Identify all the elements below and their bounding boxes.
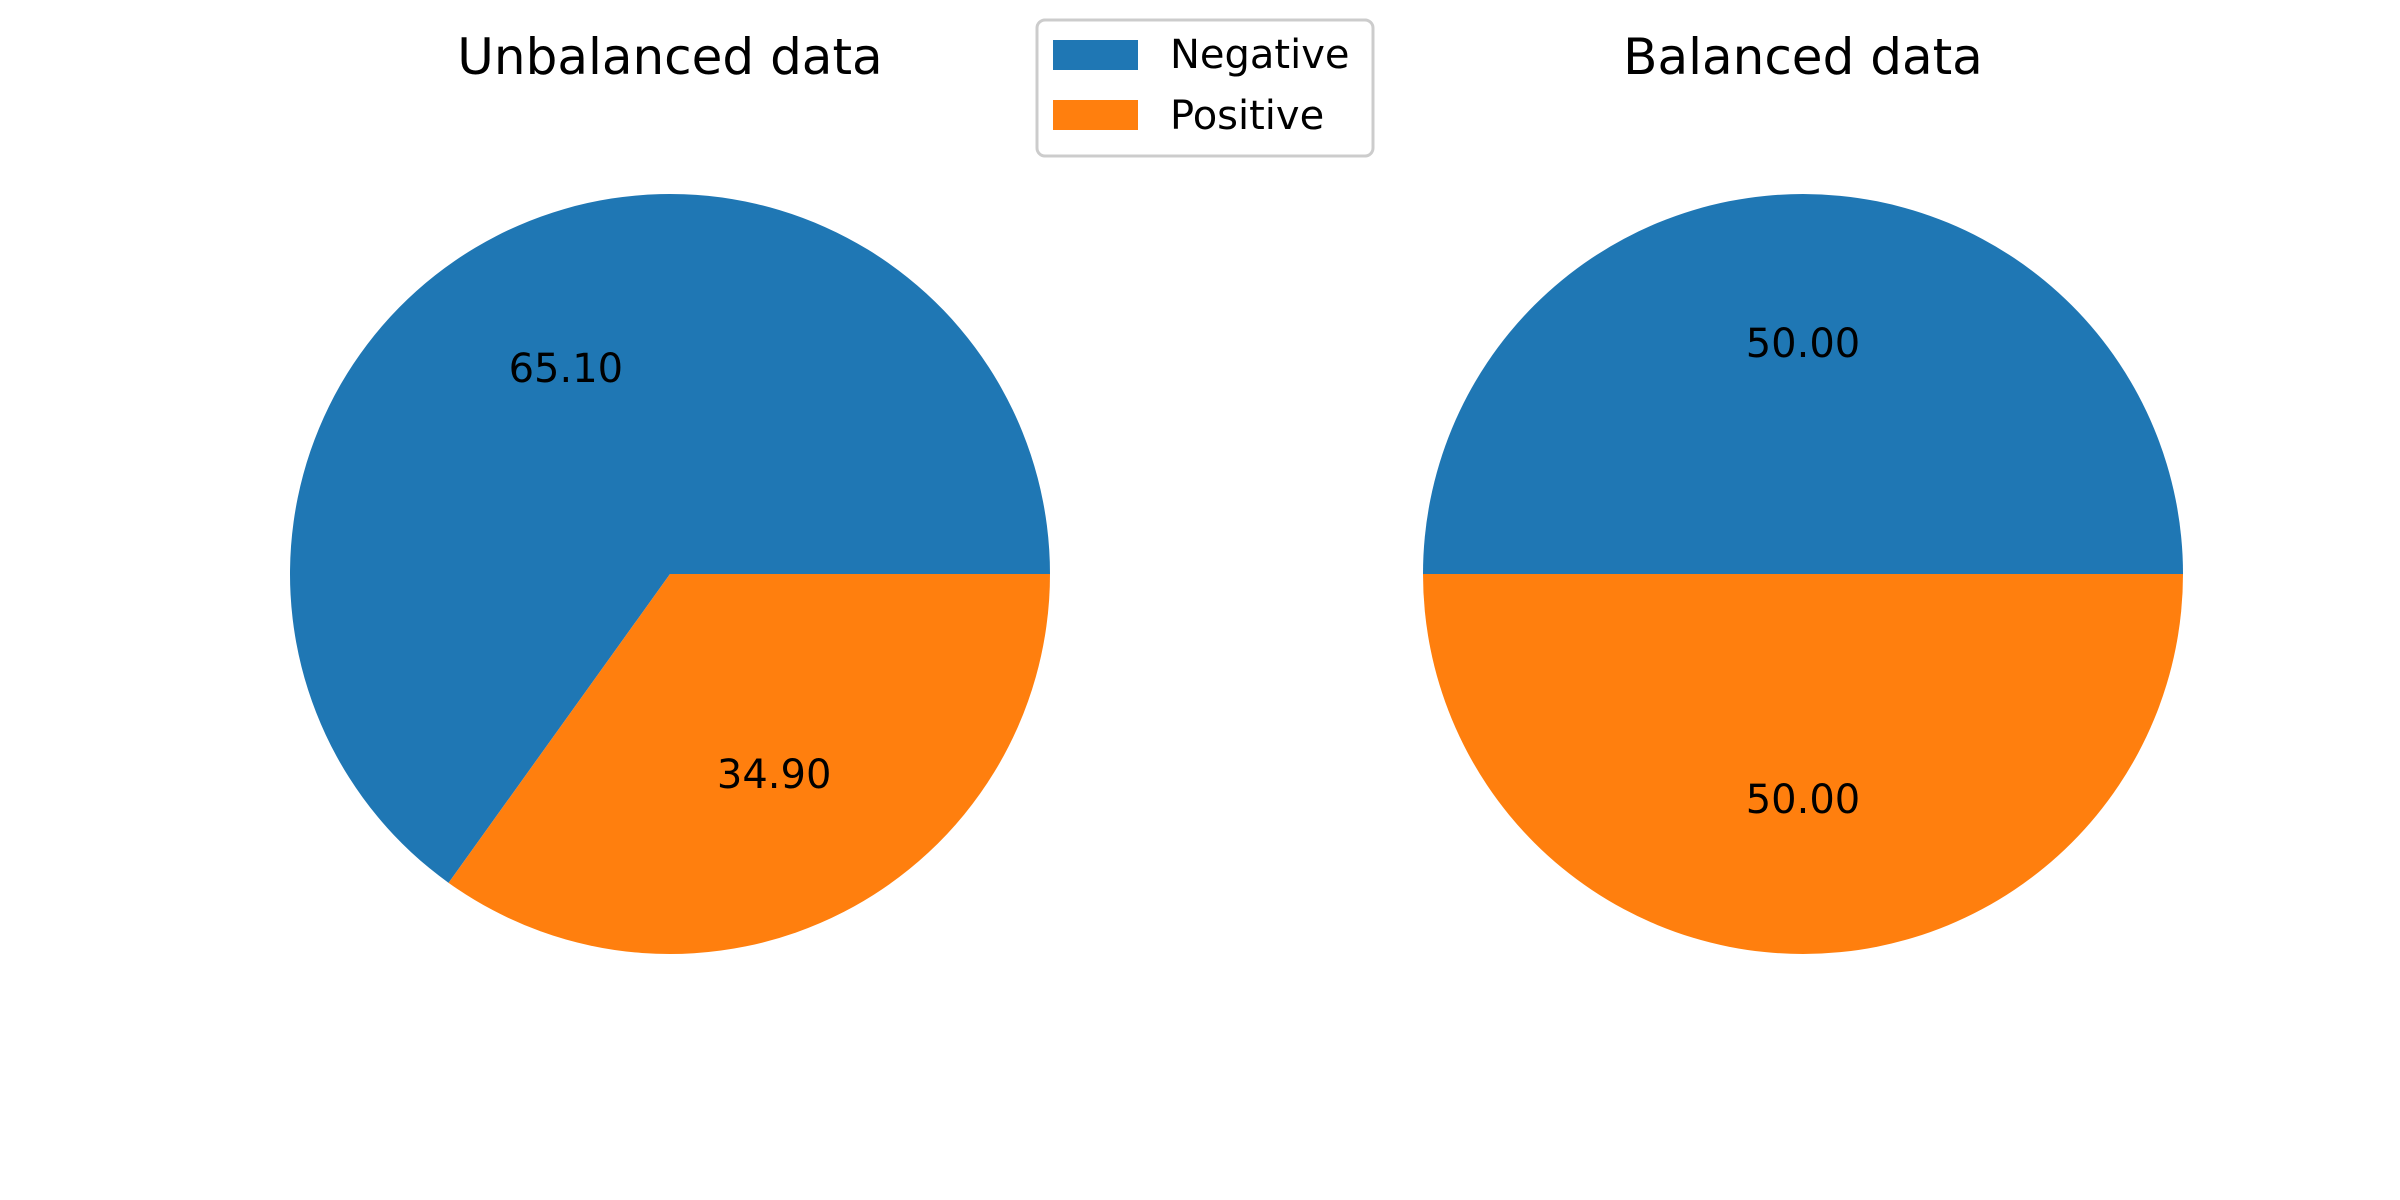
- pie-unbalanced: 65.10 34.90: [289, 194, 1050, 955]
- legend-label-positive: Positive: [1170, 93, 1324, 139]
- pie-chart-balanced: Balanced data 50.00 50.00: [1423, 28, 2183, 954]
- pie-slice-balanced-data-negative: [1423, 194, 2183, 574]
- pie-label-balanced-data-negative: 50.00: [1746, 321, 1861, 367]
- legend-swatch-negative: [1053, 40, 1138, 70]
- pie-slice-unbalanced-data-negative: [289, 194, 1050, 883]
- pie-balanced: 50.00 50.00: [1423, 194, 2183, 954]
- legend-label-negative: Negative: [1170, 32, 1350, 78]
- pie-chart-unbalanced: Unbalanced data 65.10 34.90: [289, 28, 1050, 955]
- pie-label-unbalanced-data-positive: 34.90: [717, 752, 832, 798]
- pie-slice-unbalanced-data-positive: [448, 574, 1050, 955]
- pie-slice-balanced-data-positive: [1423, 574, 2183, 954]
- chart-title-unbalanced: Unbalanced data: [457, 28, 882, 86]
- legend: Negative Positive: [1035, 18, 1375, 158]
- legend-swatch-positive: [1053, 100, 1138, 130]
- chart-title-balanced: Balanced data: [1623, 28, 1983, 86]
- pie-label-unbalanced-data-negative: 65.10: [509, 346, 624, 392]
- pie-label-balanced-data-positive: 50.00: [1746, 777, 1861, 823]
